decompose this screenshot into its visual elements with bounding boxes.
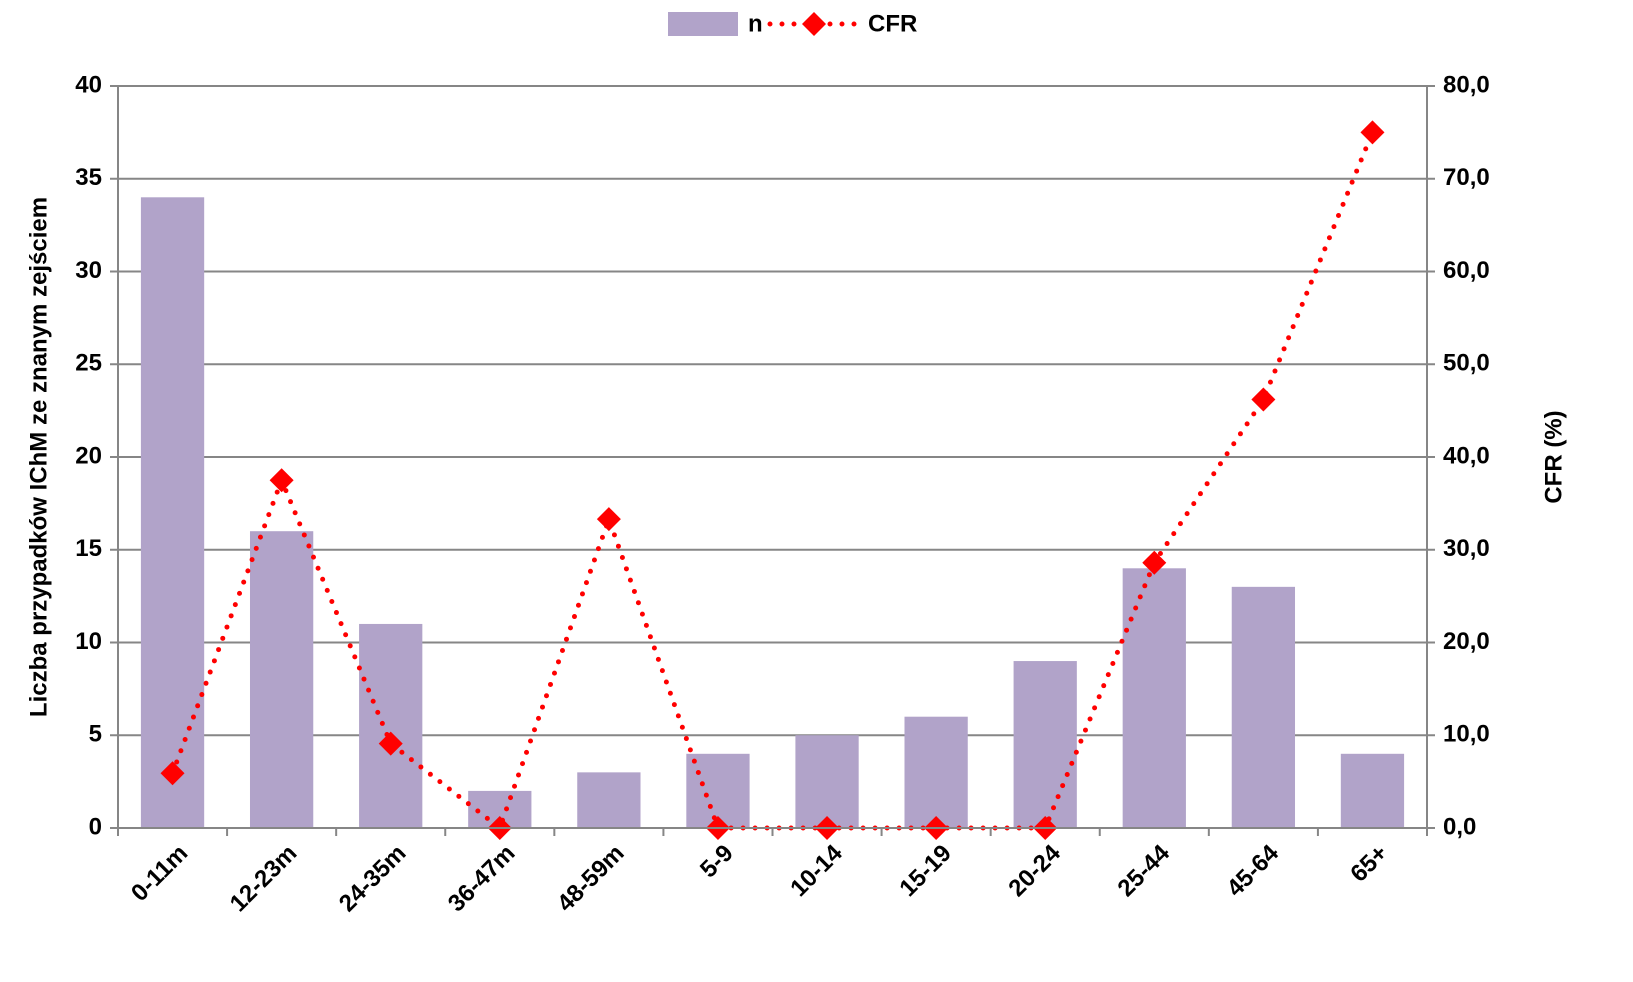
bar <box>249 531 314 828</box>
y2-tick-label: 40,0 <box>1443 442 1490 469</box>
y2-tick-label: 0,0 <box>1443 813 1476 840</box>
y2-tick-label: 50,0 <box>1443 350 1490 377</box>
line <box>170 129 1375 833</box>
y2-axis-label: CFR (%) <box>1540 410 1567 503</box>
x-tick-label: 48-59m <box>552 840 630 918</box>
marker <box>160 761 185 786</box>
y-tick-label: 20 <box>75 442 102 469</box>
x-tick-label: 0-11m <box>126 840 193 907</box>
legend-marker <box>802 12 826 36</box>
x-tick-label: 25-44 <box>1113 839 1176 902</box>
legend-swatch <box>668 12 738 36</box>
y-axis-label: Liczba przypadków IChM ze znanym zejście… <box>25 197 52 717</box>
x-tick-label: 10-14 <box>785 839 848 902</box>
bar <box>795 735 859 828</box>
bar <box>1122 568 1186 828</box>
bar <box>577 772 641 828</box>
x-tick-label: 12-23m <box>225 840 303 918</box>
x-tick-label: 24-35m <box>334 840 412 918</box>
x-tick-label: 20-24 <box>1003 839 1066 902</box>
legend-label: CFR <box>868 10 917 37</box>
bar <box>686 753 750 828</box>
marker <box>269 468 294 493</box>
y2-tick-label: 10,0 <box>1443 721 1490 748</box>
x-tick-label: 5-9 <box>695 840 739 884</box>
marker <box>596 507 621 532</box>
x-tick-label: 45-64 <box>1222 839 1285 902</box>
legend-label: n <box>748 10 763 37</box>
y-tick-label: 15 <box>75 535 102 562</box>
bar <box>140 197 205 829</box>
marker <box>1251 387 1276 412</box>
y-tick-label: 10 <box>75 628 102 655</box>
x-tick-label: 36-47m <box>443 840 521 918</box>
y-tick-label: 30 <box>75 257 102 284</box>
x-tick-label: 65+ <box>1345 840 1393 888</box>
y2-tick-label: 60,0 <box>1443 257 1490 284</box>
y-tick-label: 5 <box>89 721 102 748</box>
y2-tick-label: 30,0 <box>1443 535 1490 562</box>
x-tick-label: 15-19 <box>894 840 957 903</box>
marker <box>378 731 403 756</box>
marker <box>1360 120 1385 145</box>
marker <box>1142 550 1167 575</box>
y2-tick-label: 70,0 <box>1443 164 1490 191</box>
bar <box>1231 586 1296 828</box>
bar <box>1013 661 1077 828</box>
y-tick-label: 35 <box>75 164 102 191</box>
y2-tick-label: 20,0 <box>1443 628 1490 655</box>
y2-tick-label: 80,0 <box>1443 71 1490 98</box>
y-tick-label: 0 <box>89 813 102 840</box>
y-tick-label: 25 <box>75 350 102 377</box>
bar <box>1340 753 1405 828</box>
bar <box>904 716 968 828</box>
bar <box>359 623 423 828</box>
y-tick-label: 40 <box>75 71 102 98</box>
